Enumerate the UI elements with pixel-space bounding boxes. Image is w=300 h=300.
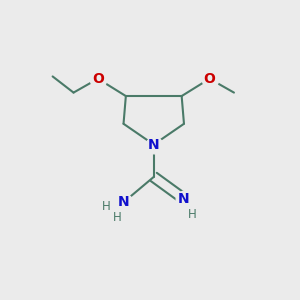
Text: N: N (148, 138, 160, 152)
Text: H: H (113, 211, 122, 224)
Text: H: H (102, 200, 110, 213)
Text: N: N (118, 195, 129, 209)
Text: O: O (204, 72, 215, 86)
Text: O: O (92, 72, 104, 86)
Text: N: N (178, 192, 190, 206)
Text: H: H (188, 208, 197, 221)
